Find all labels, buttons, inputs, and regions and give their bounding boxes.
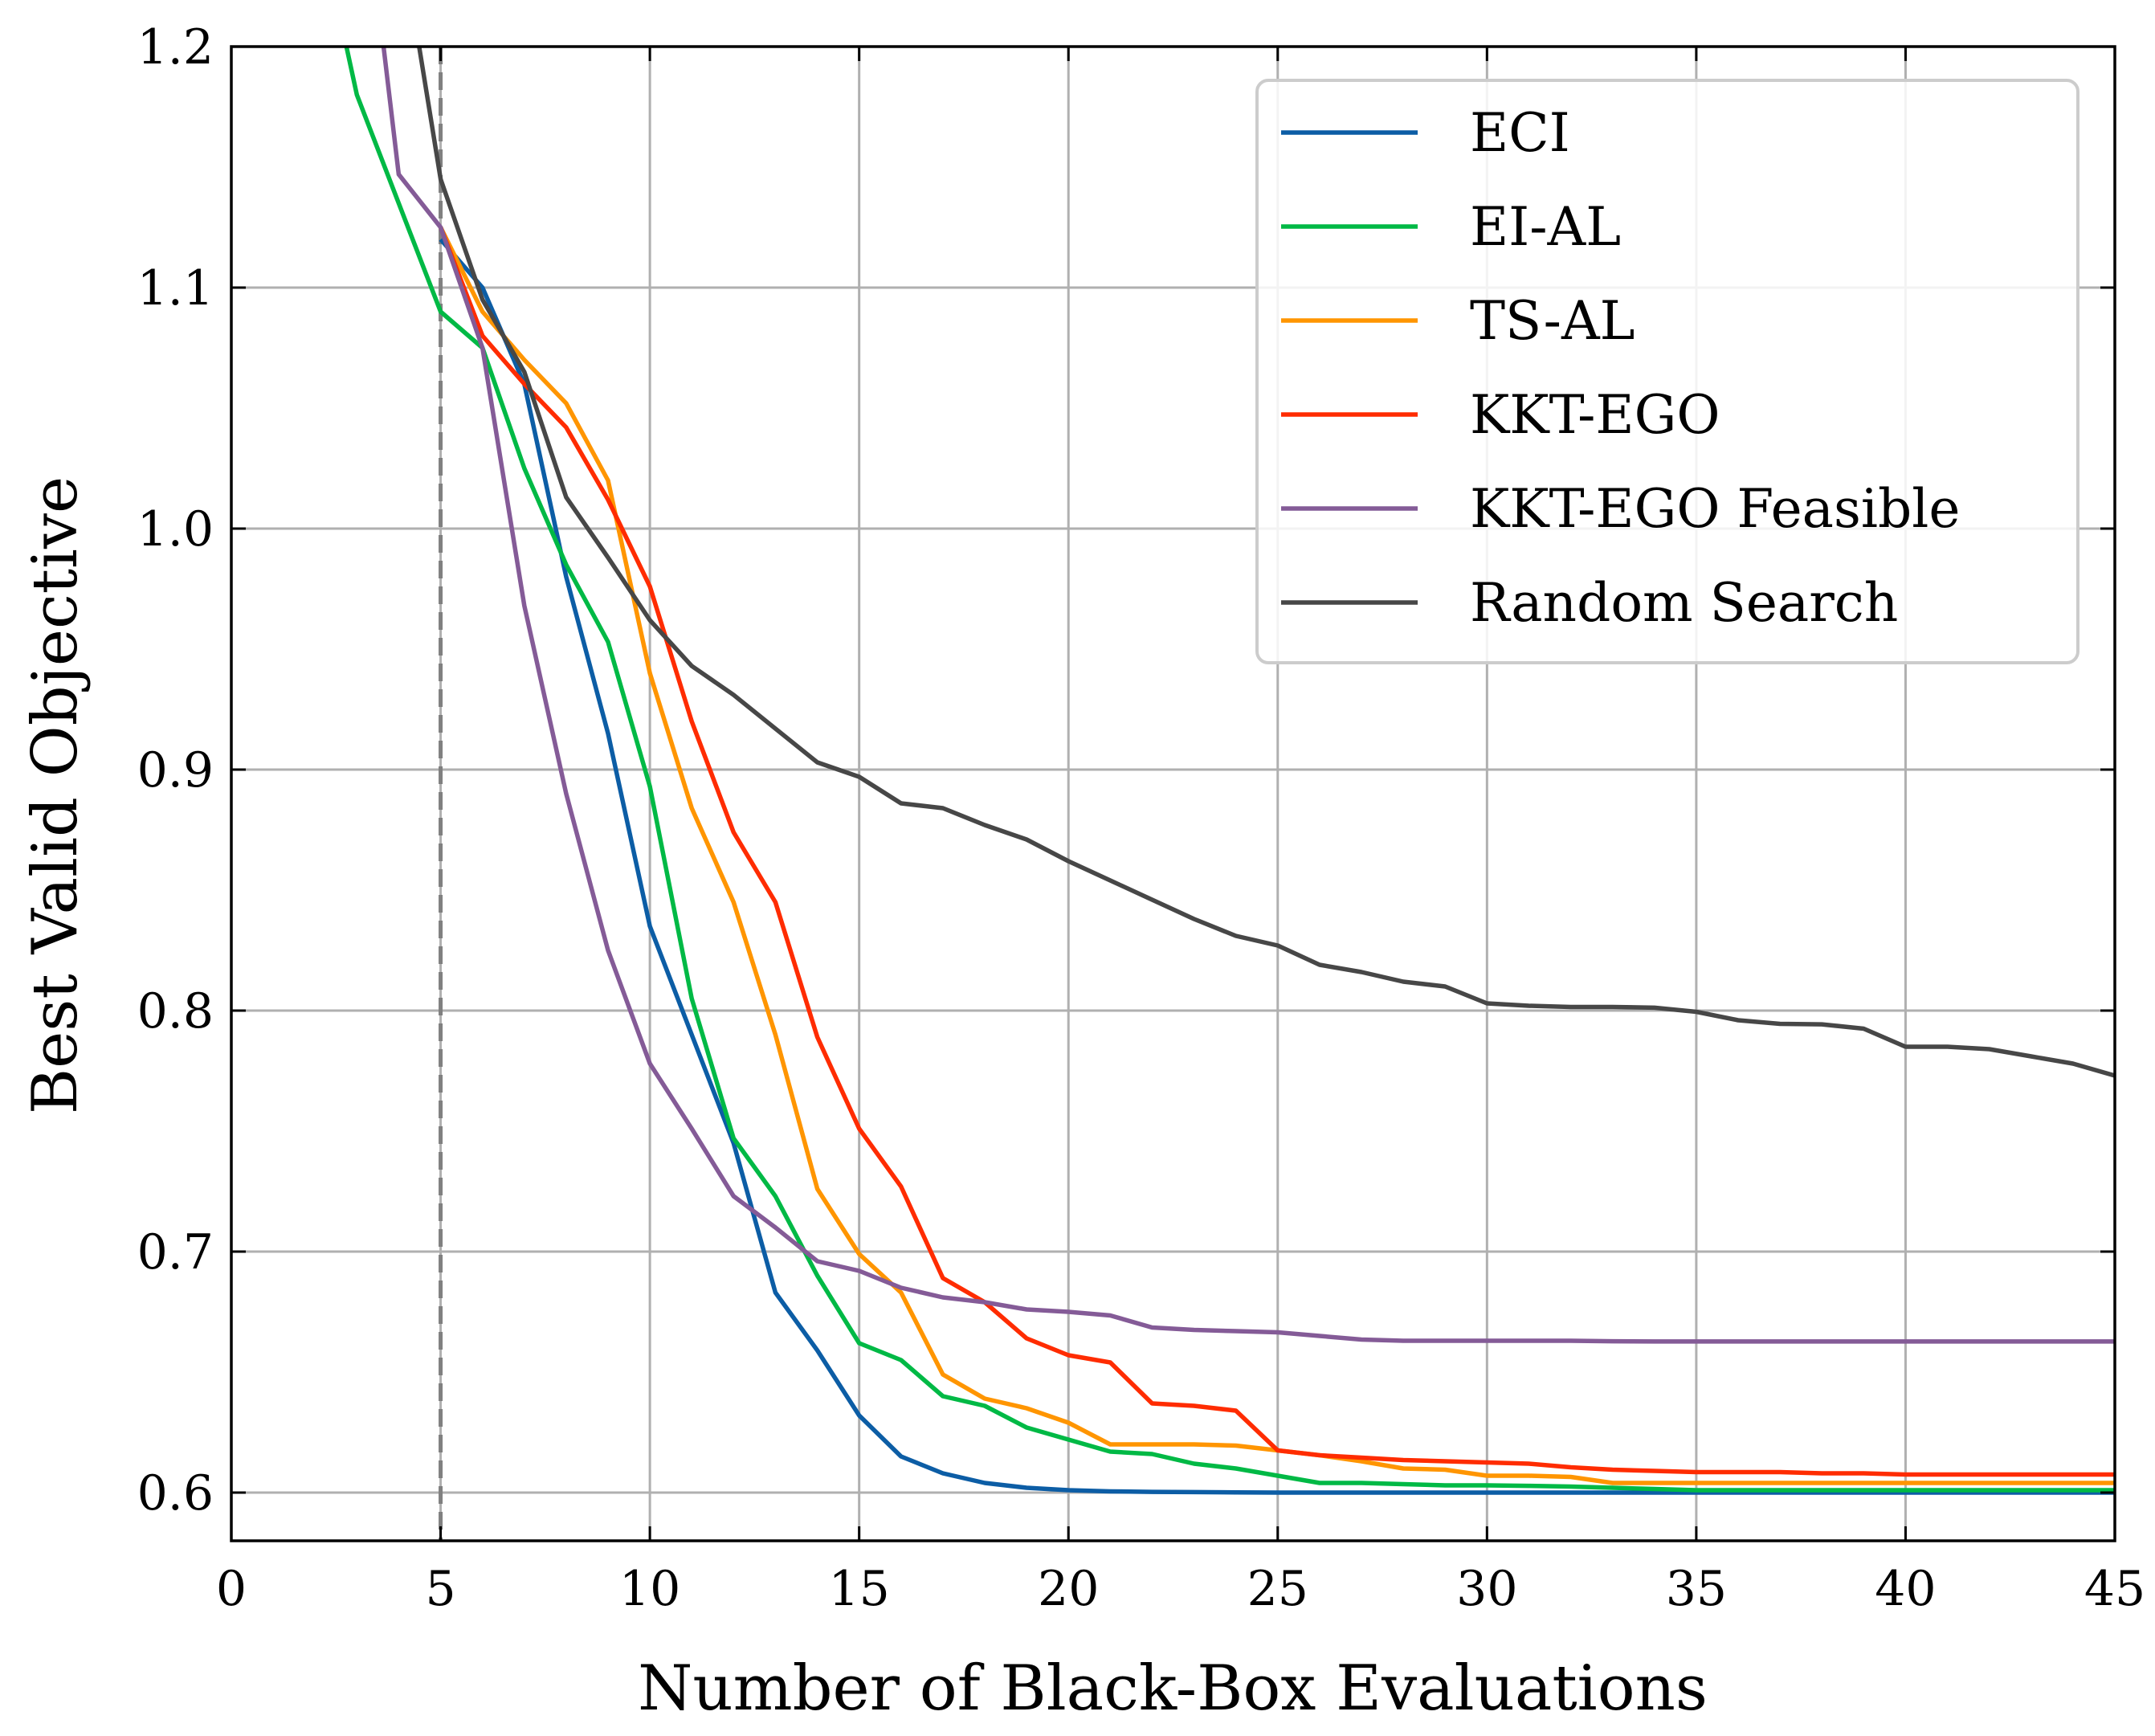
plot-frame bbox=[230, 45, 2116, 1542]
y-tick-label: 0.8 bbox=[137, 983, 214, 1040]
x-tick-label: 15 bbox=[828, 1561, 889, 1617]
x-tick-label: 5 bbox=[425, 1561, 455, 1617]
y-tick-label: 1.1 bbox=[137, 260, 214, 317]
x-tick-label: 35 bbox=[1666, 1561, 1727, 1617]
series-layer bbox=[344, 47, 2115, 1495]
y-tick-label: 0.9 bbox=[137, 742, 214, 799]
tick-marks bbox=[230, 45, 2116, 1541]
x-tick-label: 25 bbox=[1247, 1561, 1308, 1617]
legend: ECI EI-AL TS-AL KKT-EGO KKT-EGO Feasible Rand… bbox=[1255, 79, 2079, 664]
series-line-ei-al bbox=[344, 47, 2115, 1493]
y-tick-label: 0.7 bbox=[137, 1224, 214, 1281]
y-tick-label: 1.0 bbox=[137, 501, 214, 558]
legend-label-ts-al: TS-AL bbox=[1470, 290, 1635, 352]
legend-label-kkt-ego-feasible: KKT-EGO Feasible bbox=[1470, 478, 1960, 540]
y-tick-label: 1.2 bbox=[137, 19, 214, 76]
legend-label-kkt-ego: KKT-EGO bbox=[1470, 384, 1720, 446]
x-tick-label: 0 bbox=[216, 1561, 247, 1617]
y-axis-label: Best Valid Objective bbox=[19, 476, 92, 1114]
y-tick-label: 0.6 bbox=[137, 1465, 214, 1522]
legend-label-ei-al: EI-AL bbox=[1470, 196, 1621, 258]
legend-label-eci: ECI bbox=[1470, 102, 1570, 164]
x-tick-label: 40 bbox=[1875, 1561, 1936, 1617]
y-tick-labels: 0.6 0.7 0.8 0.9 1.0 1.1 1.2 bbox=[137, 19, 214, 1522]
x-tick-label: 45 bbox=[2084, 1561, 2145, 1617]
x-tick-label: 10 bbox=[619, 1561, 680, 1617]
legend-box bbox=[1255, 79, 2079, 664]
x-axis-label: Number of Black-Box Evaluations bbox=[638, 1652, 1708, 1725]
series-line-kkt-ego bbox=[439, 227, 2115, 1477]
series-line-kkt-ego-feasible bbox=[381, 47, 2115, 1344]
x-tick-labels: 0 5 10 15 20 25 30 35 40 45 bbox=[216, 1561, 2145, 1617]
series-line-random-search bbox=[417, 47, 2115, 1078]
legend-label-random-search: Random Search bbox=[1470, 572, 1898, 634]
x-tick-label: 20 bbox=[1038, 1561, 1099, 1617]
series-line-eci bbox=[439, 238, 2115, 1495]
x-tick-label: 30 bbox=[1456, 1561, 1517, 1617]
